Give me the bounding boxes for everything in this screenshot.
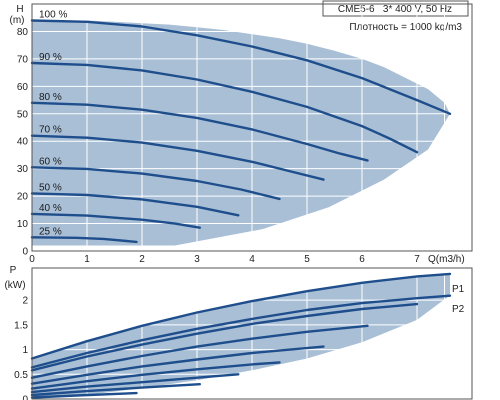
- flow-x-tick-label: 1: [84, 254, 90, 265]
- head-series-line-4: [30, 166, 281, 201]
- head-y-tick-label: 70: [17, 54, 29, 65]
- power-series-line-1: [30, 294, 452, 369]
- density-note: Плотность = 1000 kg/m3: [349, 22, 462, 33]
- head-series-line-5: [30, 192, 240, 217]
- head-series-line-1: [30, 61, 419, 154]
- power-plot-frame: [31, 267, 473, 400]
- power-series-line-4: [30, 345, 325, 385]
- head-series-line-3: [30, 134, 325, 181]
- head-y-tick-label: 80: [17, 27, 29, 38]
- power-y-tick-label: 1: [22, 345, 28, 356]
- head-series-line-6: [30, 212, 201, 229]
- flow-x-tick-label: 2: [139, 254, 145, 265]
- title-box: [322, 0, 469, 17]
- power-axis-label: P: [10, 265, 17, 276]
- power-curve-panel: 0 0.5 1 1.5 2: [14, 267, 473, 400]
- power-y-tick-label: 0.5: [14, 370, 28, 381]
- head-y-tick-label: 10: [17, 219, 29, 230]
- power-axis-unit: (kW): [4, 280, 25, 291]
- head-axis-unit: (m): [10, 15, 25, 26]
- power-y-tick-label: 1.5: [14, 320, 28, 331]
- speed-percent-label: 80 %: [39, 92, 62, 103]
- legend-label-p1: P1: [452, 284, 465, 295]
- speed-percent-label: 100 %: [39, 9, 67, 20]
- head-y-tick-label: 40: [17, 137, 29, 148]
- power-series-line-5: [30, 361, 281, 390]
- speed-percent-label: 90 %: [39, 52, 62, 63]
- flow-x-tick-label: 5: [304, 254, 310, 265]
- head-y-tick-label: 0: [22, 247, 28, 258]
- head-operating-envelope: [32, 20, 450, 246]
- power-series-line-8: [30, 391, 138, 399]
- head-series-line-7: [30, 236, 138, 244]
- flow-x-tick-label: 6: [359, 254, 365, 265]
- head-plot-frame: [31, 3, 473, 252]
- flow-x-tick-label: 3: [194, 254, 200, 265]
- head-series-line-2: [30, 101, 369, 162]
- flow-axis-label: Q(m3/h): [428, 254, 465, 265]
- legend-label-p2: P2: [452, 304, 465, 315]
- power-y-tick-label: 2: [22, 296, 28, 307]
- speed-percent-label: 25 %: [39, 226, 62, 237]
- power-series-line-3: [30, 324, 369, 379]
- head-y-tick-label: 50: [17, 109, 29, 120]
- head-y-tick-label: 30: [17, 164, 29, 175]
- speed-percent-label: 40 %: [39, 203, 62, 214]
- flow-x-tick-label: 7: [414, 254, 420, 265]
- head-y-tick-label: 20: [17, 192, 29, 203]
- speed-percent-label: 50 %: [39, 182, 62, 193]
- power-series-line-0: [30, 272, 452, 360]
- flow-x-tick-label: 4: [249, 254, 255, 265]
- head-curve-panel: 0 10 20 30 40 50 60 70 80 0 1 2 3 4 5 6 7 100 % 90 % 80 % 70…: [17, 3, 473, 265]
- flow-x-tick-label: 0: [29, 254, 35, 265]
- power-series-line-7: [30, 383, 201, 397]
- power-series-line-6: [30, 373, 240, 394]
- head-axis-label: H: [16, 4, 23, 15]
- power-y-tick-label: 0: [22, 395, 28, 400]
- head-series-line-0: [30, 19, 452, 115]
- head-y-tick-label: 60: [17, 82, 29, 93]
- chart-title: CME5-6 3* 400 V, 50 Hz: [338, 4, 452, 15]
- speed-percent-label: 60 %: [39, 156, 62, 167]
- speed-percent-label: 70 %: [39, 125, 62, 136]
- power-series-line-2: [30, 302, 419, 372]
